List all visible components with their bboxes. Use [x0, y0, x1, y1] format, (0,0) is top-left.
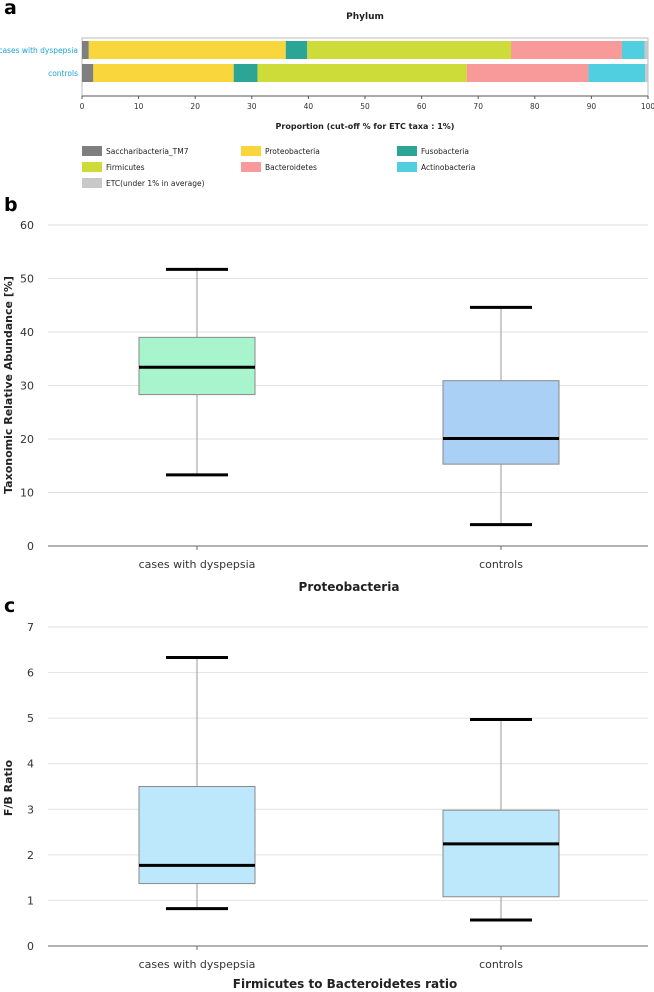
- bar-segment-cases-with-dyspepsia-bacteroidetes: [511, 41, 622, 59]
- legend-label-firmicutes: Firmicutes: [106, 163, 145, 172]
- bar-segment-controls-proteobacteria: [93, 64, 234, 82]
- proteobacteria-y-tick-label-60: 60: [20, 219, 34, 232]
- proteobacteria-y-tick-label-10: 10: [20, 487, 34, 500]
- fb-ratio-box-cases-with-dyspepsia: [138, 786, 256, 885]
- bar-segment-cases-with-dyspepsia-fusobacteria: [285, 41, 308, 59]
- legend-label-proteobacteria: Proteobacteria: [265, 147, 320, 156]
- bar-segment-cases-with-dyspepsia-proteobacteria: [88, 41, 286, 59]
- phylum-stacked-bar-chart: Phylum Proportion (cut-off % for ETC tax…: [0, 12, 654, 188]
- legend-label-etc-under-1-in-average: ETC(under 1% in average): [106, 179, 205, 188]
- phylum-chart-title: Phylum: [346, 12, 384, 22]
- legend-swatch-etc-under-1-in-average: [82, 178, 102, 188]
- fb-ratio-y-tick-label-1: 1: [27, 894, 34, 907]
- x-tick-label-10: 10: [134, 102, 144, 111]
- x-tick-label-100: 100: [641, 102, 654, 111]
- x-tick-label-50: 50: [360, 102, 370, 111]
- bar-segment-cases-with-dyspepsia-saccharibacteria-tm7: [82, 41, 89, 59]
- proteobacteria-box-plot: Taxonomic Relative Abundance [%] Proteob…: [2, 219, 648, 594]
- bar-segment-controls-bacteroidetes: [466, 64, 589, 82]
- legend-label-fusobacteria: Fusobacteria: [421, 147, 469, 156]
- legend-swatch-firmicutes: [82, 162, 102, 172]
- proteobacteria-x-tick-label-cases-with-dyspepsia: cases with dyspepsia: [139, 558, 256, 571]
- x-tick-label-60: 60: [417, 102, 427, 111]
- bar-segment-controls-fusobacteria: [233, 64, 258, 82]
- legend-label-saccharibacteria-tm7: Saccharibacteria_TM7: [106, 147, 189, 156]
- proteobacteria-y-tick-label-0: 0: [27, 540, 34, 553]
- fb-ratio-y-tick-label-5: 5: [27, 712, 34, 725]
- proteobacteria-x-tick-label-controls: controls: [479, 558, 523, 571]
- legend-swatch-fusobacteria: [397, 146, 417, 156]
- fb-ratio-y-tick-label-7: 7: [27, 621, 34, 634]
- proteobacteria-y-tick-label-20: 20: [20, 433, 34, 446]
- proteobacteria-y-tick-label-30: 30: [20, 380, 34, 393]
- x-tick-label-0: 0: [80, 102, 85, 111]
- panel-label-a: a: [4, 0, 17, 19]
- fb-ratio-y-tick-label-3: 3: [27, 803, 34, 816]
- proteobacteria-y-tick-label-50: 50: [20, 273, 34, 286]
- x-tick-label-30: 30: [247, 102, 257, 111]
- legend-label-bacteroidetes: Bacteroidetes: [265, 163, 317, 172]
- x-tick-label-70: 70: [473, 102, 483, 111]
- proteobacteria-box-controls: [442, 380, 560, 465]
- fb-ratio-y-tick-label-6: 6: [27, 667, 34, 680]
- fb-ratio-x-tick-label-cases-with-dyspepsia: cases with dyspepsia: [139, 958, 256, 971]
- panel-label-c: c: [4, 595, 15, 617]
- fb-ratio-y-tick-label-0: 0: [27, 940, 34, 953]
- fb-ratio-y-tick-label-4: 4: [27, 758, 34, 771]
- bar-segment-controls-etc-under-1-in-average: [645, 64, 648, 82]
- legend-swatch-proteobacteria: [241, 146, 261, 156]
- panel-label-b: b: [4, 194, 18, 216]
- phylum-x-axis-label: Proportion (cut-off % for ETC taxa : 1%): [276, 122, 455, 131]
- x-tick-label-20: 20: [190, 102, 200, 111]
- category-label-controls: controls: [48, 69, 78, 78]
- fb-ratio-x-axis-label: Firmicutes to Bacteroidetes ratio: [233, 977, 457, 991]
- fb-ratio-y-axis-label: F/B Ratio: [2, 759, 15, 816]
- fb-ratio-box-plot: F/B Ratio Firmicutes to Bacteroidetes ra…: [2, 621, 648, 991]
- legend-swatch-bacteroidetes: [241, 162, 261, 172]
- bar-segment-controls-actinobacteria: [588, 64, 646, 82]
- legend-swatch-saccharibacteria-tm7: [82, 146, 102, 156]
- fb-ratio-y-tick-label-2: 2: [27, 849, 34, 862]
- bar-segment-controls-firmicutes: [257, 64, 467, 82]
- fb-ratio-x-tick-label-controls: controls: [479, 958, 523, 971]
- x-tick-label-90: 90: [587, 102, 597, 111]
- legend-swatch-actinobacteria: [397, 162, 417, 172]
- proteobacteria-y-axis-label: Taxonomic Relative Abundance [%]: [2, 276, 15, 494]
- proteobacteria-y-tick-label-40: 40: [20, 326, 34, 339]
- bar-segment-cases-with-dyspepsia-firmicutes: [307, 41, 512, 59]
- category-label-cases-with-dyspepsia: cases with dyspepsia: [0, 46, 78, 55]
- legend-label-actinobacteria: Actinobacteria: [421, 163, 475, 172]
- x-tick-label-40: 40: [304, 102, 314, 111]
- proteobacteria-x-axis-label: Proteobacteria: [299, 580, 400, 594]
- bar-segment-controls-saccharibacteria-tm7: [82, 64, 94, 82]
- x-tick-label-80: 80: [530, 102, 540, 111]
- bar-segment-cases-with-dyspepsia-etc-under-1-in-average: [644, 41, 648, 59]
- bar-segment-cases-with-dyspepsia-actinobacteria: [621, 41, 645, 59]
- fb-ratio-box-controls: [442, 809, 560, 898]
